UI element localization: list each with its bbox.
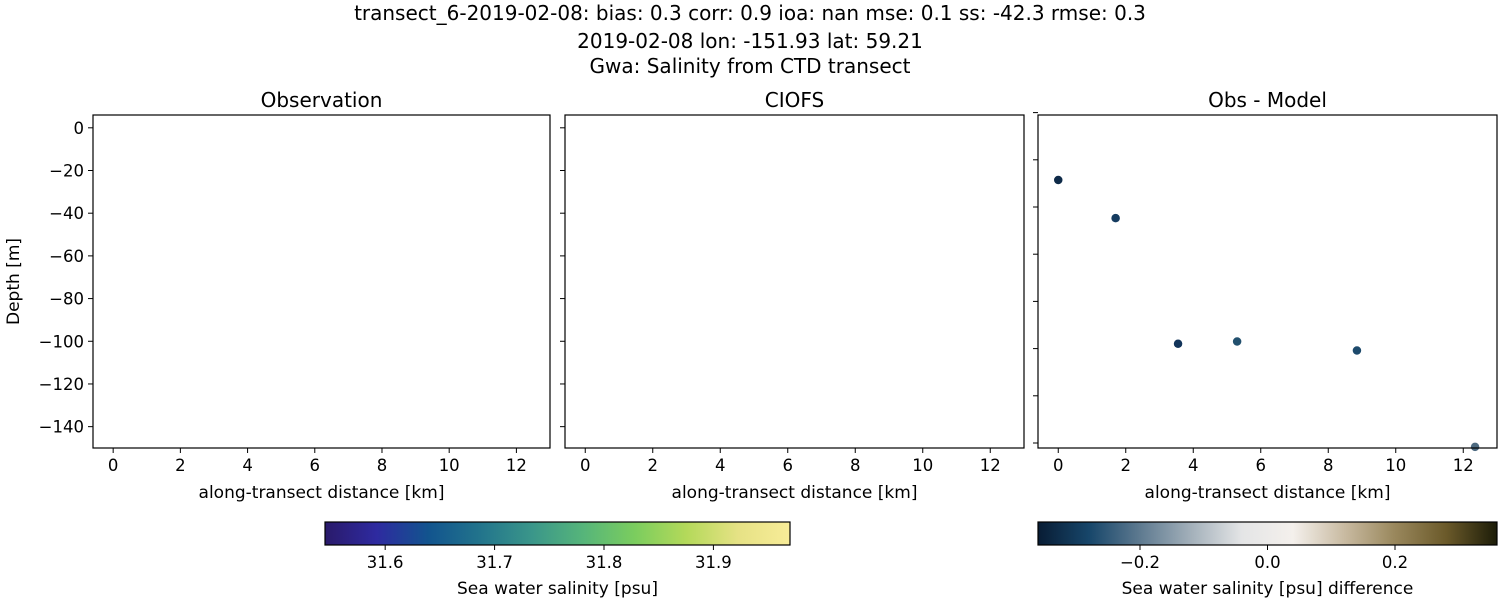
- x-tick-label: 10: [1385, 456, 1406, 475]
- profile-end: [1470, 442, 1480, 452]
- y-tick-label: 0: [74, 119, 85, 138]
- difference-colorbar: −0.2 0.0 0.2 Sea water salinity [psu] diffe…: [1037, 521, 1498, 599]
- x-axis-label: along-transect distance [km]: [199, 483, 445, 503]
- panel-title: CIOFS: [765, 88, 824, 112]
- colorbar-tick-label: 31.9: [695, 553, 732, 572]
- panel-obs-model: 0 2 4 6 8 10 12 Obs - Model along-transect dista…: [1033, 88, 1498, 503]
- colorbar-tick-label: 0.0: [1254, 553, 1280, 572]
- panel-observation: 0 2 4 6 8 10 12 0 −20 −40 −60 −80 −100 −120 −140 Observ…: [4, 88, 551, 503]
- colorbar-tick-label: 31.7: [476, 553, 513, 572]
- colorbar-tick-label: 31.6: [367, 553, 404, 572]
- x-tick-label: 10: [439, 456, 460, 475]
- x-tick-label: 8: [377, 456, 388, 475]
- axes-frame: [564, 114, 1025, 449]
- profile-end: [1111, 213, 1120, 223]
- y-tick-label: −120: [39, 375, 84, 394]
- y-tick-label: −80: [49, 290, 84, 309]
- panel-title: Observation: [261, 88, 383, 112]
- y-tick-label: −140: [39, 418, 84, 437]
- profile-end: [1352, 346, 1362, 355]
- profile-end: [1232, 337, 1242, 346]
- figure-title-line-2: 2019-02-08 lon: -151.93 lat: 59.21: [577, 29, 923, 53]
- x-tick-label: 0: [108, 456, 119, 475]
- colorbar-gradient: [324, 521, 791, 546]
- colorbar-tick-label: 0.2: [1382, 553, 1408, 572]
- figure-title-line-1: transect_6-2019-02-08: bias: 0.3 corr: 0…: [354, 1, 1146, 25]
- x-tick-label: 4: [715, 456, 726, 475]
- colorbar-label: Sea water salinity [psu]: [457, 579, 658, 599]
- x-tick-label: 2: [648, 456, 659, 475]
- x-tick-label: 4: [242, 456, 253, 475]
- x-axis-label: along-transect distance [km]: [672, 483, 918, 503]
- x-tick-label: 8: [1323, 456, 1334, 475]
- x-axis-label: along-transect distance [km]: [1145, 483, 1391, 503]
- profile-end: [1054, 175, 1063, 185]
- x-tick-label: 2: [1121, 456, 1132, 475]
- x-tick-label: 12: [1453, 456, 1474, 475]
- y-axis-label: Depth [m]: [4, 238, 24, 325]
- profile-end: [1173, 339, 1183, 348]
- axes-frame: [92, 114, 551, 449]
- axes-frame: [1037, 114, 1498, 449]
- x-tick-label: 2: [175, 456, 186, 475]
- panel-title: Obs - Model: [1208, 88, 1327, 112]
- y-tick-label: −60: [49, 247, 84, 266]
- figure-title-line-3: Gwa: Salinity from CTD transect: [589, 54, 911, 78]
- x-tick-label: 0: [580, 456, 591, 475]
- x-tick-label: 12: [980, 456, 1001, 475]
- y-tick-label: −20: [49, 162, 84, 181]
- y-tick-label: −40: [49, 204, 84, 223]
- salinity-colorbar: 31.6 31.7 31.8 31.9 Sea water salinity [psu]: [324, 521, 791, 599]
- colorbar-tick-label: −0.2: [1120, 553, 1160, 572]
- x-tick-label: 12: [506, 456, 527, 475]
- x-tick-label: 10: [912, 456, 933, 475]
- x-tick-label: 4: [1188, 456, 1199, 475]
- x-tick-label: 6: [783, 456, 794, 475]
- colorbar-label: Sea water salinity [psu] difference: [1122, 579, 1414, 599]
- colorbar-gradient: [1037, 521, 1498, 546]
- x-tick-label: 0: [1053, 456, 1064, 475]
- x-tick-label: 6: [310, 456, 321, 475]
- panel-ciofs: 0 2 4 6 8 10 12 CIOFS along-transect distance [k…: [560, 88, 1025, 503]
- y-tick-label: −100: [39, 332, 84, 351]
- x-tick-label: 6: [1256, 456, 1267, 475]
- x-tick-label: 8: [850, 456, 861, 475]
- colorbar-tick-label: 31.8: [586, 553, 623, 572]
